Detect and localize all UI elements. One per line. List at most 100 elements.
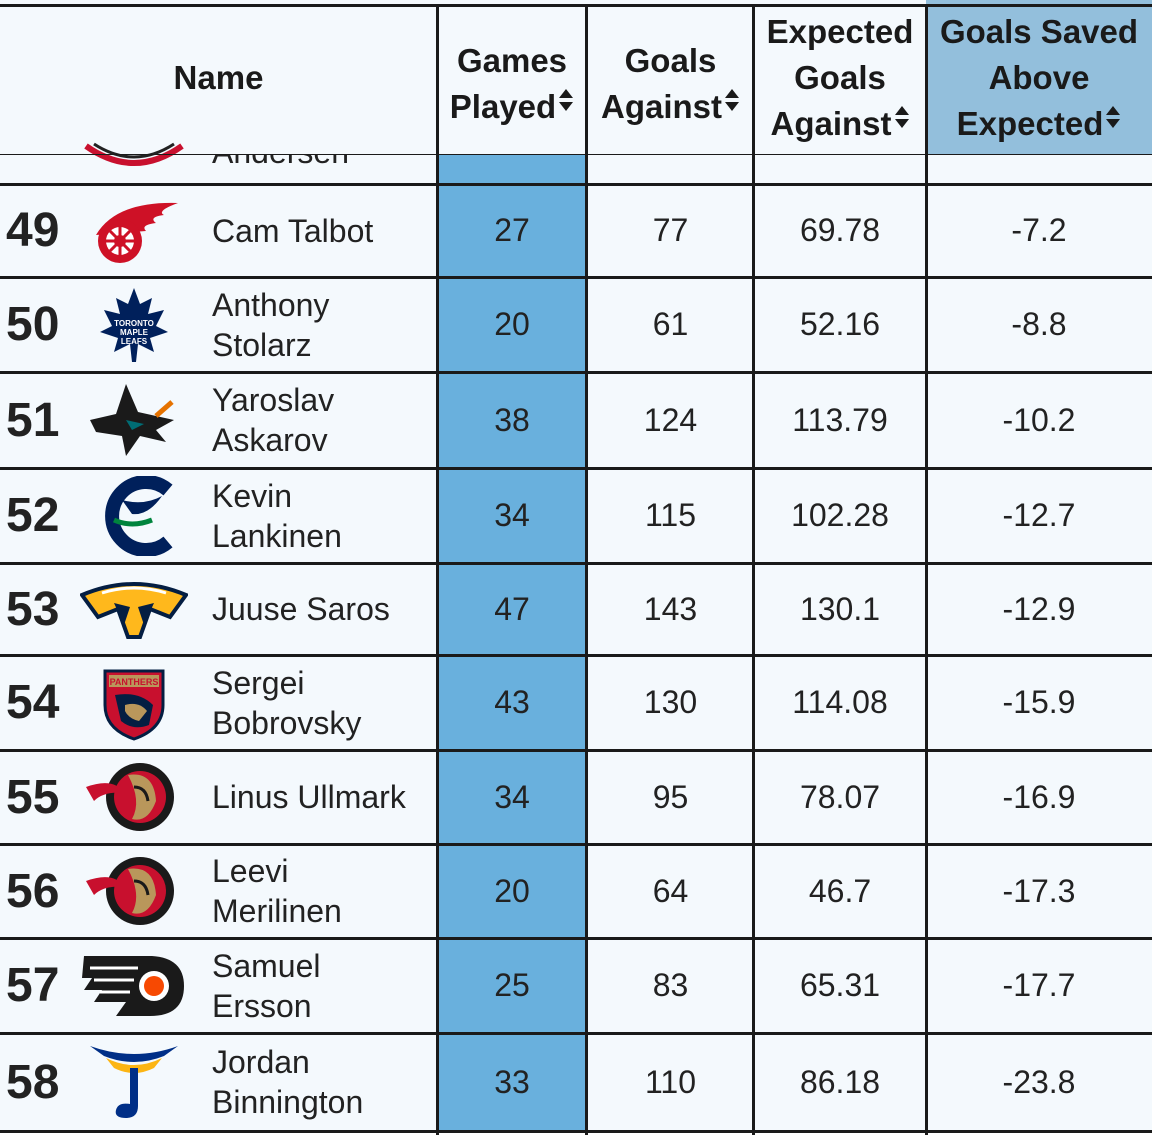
player-name-line: Anthony [212,286,330,323]
flyers-logo-icon [80,938,188,1033]
sorted-column-background [437,155,587,1131]
player-name-text[interactable]: Juuse Saros [212,589,390,629]
player-name-line: Merilinen [212,893,342,929]
name-column-header-text: Name [173,58,264,96]
row-divider [0,749,1152,752]
goals-saved-above-expected-cell: -17.7 [1002,967,1076,1003]
games-played-column-header-line: Played [450,84,574,130]
player-name[interactable]: Leevi Merilinen [212,844,437,938]
svg-text:LEAFS: LEAFS [121,337,148,346]
rank-number: 58 [6,1055,60,1109]
sort-arrows-icon[interactable] [558,84,574,130]
senators-logo-icon [80,750,188,844]
row-divider [0,183,1152,186]
panthers-logo-icon: PANTHERS [80,655,188,750]
rank-number: 51 [6,393,60,447]
games-played-cell: 47 [494,590,530,627]
rank-number: 56 [6,864,60,918]
games-played-column-header-text: Played [449,87,557,125]
rank-number: 53 [6,582,60,636]
goals-against-cell: 64 [652,872,689,909]
goals-against-cell: 77 [652,212,689,248]
expected-goals-against-column-header-text: Expected [766,12,914,50]
player-name-text[interactable]: Samuel Ersson [212,946,321,1026]
sort-arrows-icon[interactable] [894,101,910,147]
goals-against-column-header-line: Goals [625,38,717,84]
name-column-header[interactable]: Name [0,0,437,155]
goals-saved-above-expected-cell: -16.9 [1002,778,1076,815]
games-played-cell: 43 [494,684,530,720]
name-column-header-line: Name [174,55,264,101]
player-name-text[interactable]: Cam Talbot [212,211,373,251]
expected-goals-against-column-header-line: Goals [794,55,886,101]
row-divider [0,371,1152,374]
goals-against-cell: 61 [652,306,689,342]
games-played-cell: 20 [494,306,530,342]
rank-number: 54 [6,676,60,729]
column-divider [925,4,928,1135]
player-name[interactable]: Jordan Binnington [212,1033,437,1131]
expected-goals-against-cell: 78.07 [799,778,881,815]
goals-saved-above-expected-column-header-line: Above [989,55,1090,101]
player-name[interactable]: Cam Talbot [212,184,437,277]
player-name-line: Samuel [212,947,321,984]
player-name-line: Bobrovsky [212,704,362,741]
row-divider [0,562,1152,565]
expected-goals-against-cell: 114.08 [792,684,888,720]
player-name-text[interactable]: Linus Ullmark [212,777,406,817]
games-played-header-background [437,0,587,155]
goals-against-column-header[interactable]: Goals Against [587,6,754,161]
rank-number: 52 [6,489,60,542]
player-name-text[interactable]: Anthony Stolarz [212,285,329,365]
expected-goals-against-column-header-line: Against [770,101,909,147]
player-name-text[interactable]: Sergei Bobrovsky [212,663,361,743]
row-divider [0,154,1152,155]
player-name-line: Sergei [212,664,305,701]
expected-goals-against-cell: 52.16 [799,306,881,342]
player-name[interactable]: Yaroslav Askarov [212,372,437,468]
svg-text:TORONTO: TORONTO [114,319,154,328]
games-played-column-header-line: Games [457,38,567,84]
player-name-text[interactable]: Yaroslav Askarov [212,380,334,460]
expected-goals-against-column-header-text: Against [770,104,892,142]
player-name[interactable]: Kevin Lankinen [212,468,437,563]
player-name-line: Cam Talbot [212,212,374,249]
goals-against-column-header-line: Against [601,84,740,130]
column-divider [436,4,439,1135]
sort-arrows-icon[interactable] [1105,101,1121,147]
goals-saved-above-expected-cell: -10.2 [1002,401,1076,438]
goals-saved-above-expected-cell: -12.9 [1002,590,1076,627]
player-name-text[interactable]: Leevi Merilinen [212,851,342,931]
expected-goals-against-cell: 69.78 [799,212,881,248]
expected-goals-against-column-header-text: Goals [794,58,886,96]
column-background [754,0,926,1131]
goals-saved-above-expected-column-header[interactable]: Goals Saved Above Expected [926,0,1152,155]
player-name-line: Ersson [212,987,312,1024]
goals-against-cell: 143 [643,590,698,627]
blues-logo-icon [80,1033,188,1131]
player-name[interactable]: Samuel Ersson [212,938,437,1033]
goals-saved-above-expected-cell: -15.9 [1002,684,1076,720]
goals-against-cell: 124 [643,401,698,438]
player-name-line: Linus Ullmark [212,779,406,815]
player-name[interactable]: Anthony Stolarz [212,277,437,372]
player-name[interactable]: Linus Ullmark [212,750,437,844]
games-played-cell: 34 [494,778,530,815]
sort-arrows-icon[interactable] [724,84,740,130]
games-played-cell: 33 [494,1063,530,1100]
senators-logo-icon [80,844,188,938]
row-divider [0,4,1152,7]
player-name[interactable]: Juuse Saros [212,563,437,655]
row-divider [0,843,1152,846]
player-name-text[interactable]: Jordan Binnington [212,1042,363,1122]
column-divider [752,4,755,1135]
games-played-cell: 38 [494,401,530,438]
goals-against-column-header-text: Goals [624,41,717,79]
player-name-text[interactable]: Kevin Lankinen [212,476,342,556]
column-divider [585,4,588,1135]
expected-goals-against-column-header[interactable]: Expected Goals Against [754,0,926,155]
player-name[interactable]: Sergei Bobrovsky [212,655,437,750]
games-played-column-header[interactable]: Games Played [437,6,587,161]
expected-goals-against-column-header-line: Expected [767,9,914,55]
player-name-line: Lankinen [212,517,342,554]
